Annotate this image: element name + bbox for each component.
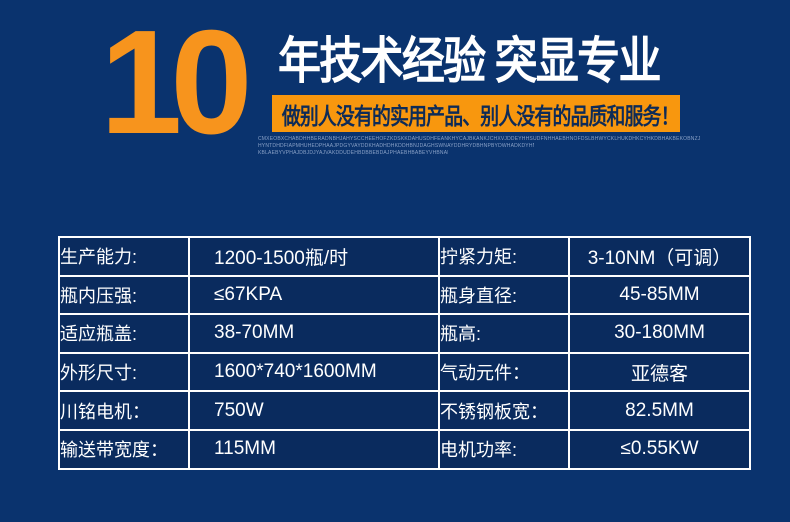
hero-slogan-text: 做别人没有的实用产品、别人没有的品质和服务！ bbox=[281, 102, 680, 129]
table-row: 不锈钢板宽： 82.5MM bbox=[438, 390, 751, 431]
spec-value: 45-85MM bbox=[568, 274, 751, 316]
spec-label: 外形尺寸: bbox=[58, 351, 190, 393]
fine-print-line: HYNTDHDFIAPMHUHEDPHAAJPDGYVAYDDKHADHDHKD… bbox=[258, 143, 534, 149]
table-row: 瓶身直径: 45-85MM bbox=[438, 274, 751, 316]
spec-value: 3-10NM（可调） bbox=[568, 236, 751, 277]
spec-label: 气动元件： bbox=[438, 351, 570, 393]
spec-table-left: 生产能力: 1200-1500瓶/时 瓶内压强: ≤67KPA 适应瓶盖: 38… bbox=[58, 236, 448, 470]
table-row: 适应瓶盖: 38-70MM bbox=[58, 313, 448, 354]
spec-label: 瓶高: bbox=[438, 313, 570, 354]
spec-value: 1600*740*1600MM bbox=[188, 351, 448, 393]
spec-label: 瓶内压强: bbox=[58, 274, 190, 316]
hero-slogan-banner: 做别人没有的实用产品、别人没有的品质和服务！ bbox=[272, 95, 680, 132]
spec-table-right: 拧紧力矩: 3-10NM（可调） 瓶身直径: 45-85MM 瓶高: 30-18… bbox=[438, 236, 751, 470]
fine-print-line: KBLAEBYVPHAJDBJDJYAJVAKDDUDEHBDBBEBDAJPH… bbox=[258, 150, 448, 156]
table-row: 输送带宽度： 115MM bbox=[58, 428, 448, 470]
hero-title: 年技术经验 突显专业 bbox=[278, 33, 661, 89]
table-row: 瓶内压强: ≤67KPA bbox=[58, 274, 448, 316]
spec-value: 115MM bbox=[188, 428, 448, 470]
spec-value: 亚德客 bbox=[568, 351, 751, 393]
spec-label: 拧紧力矩: bbox=[438, 236, 570, 277]
spec-label: 不锈钢板宽： bbox=[438, 390, 570, 431]
experience-years-number: 10 bbox=[100, 0, 253, 165]
table-row: 外形尺寸: 1600*740*1600MM bbox=[58, 351, 448, 393]
table-row: 川铭电机： 750W bbox=[58, 390, 448, 431]
table-row: 气动元件： 亚德客 bbox=[438, 351, 751, 393]
table-row: 生产能力: 1200-1500瓶/时 bbox=[58, 236, 448, 277]
spec-label: 川铭电机： bbox=[58, 390, 190, 431]
spec-value: 750W bbox=[188, 390, 448, 431]
spec-value: 1200-1500瓶/时 bbox=[188, 236, 448, 277]
spec-label: 瓶身直径: bbox=[438, 274, 570, 316]
spec-label: 生产能力: bbox=[58, 236, 190, 277]
fine-print: CMXEOBXCHABDHHBERADNBHJAHYSCCHEEHOFZKDSK… bbox=[258, 136, 702, 157]
fine-print-line: CMXEOBXCHABDHHBERADNBHJAHYSCCHEEHOFZKDSK… bbox=[258, 136, 700, 142]
spec-value: ≤67KPA bbox=[188, 274, 448, 316]
spec-label: 输送带宽度： bbox=[58, 428, 190, 470]
table-row: 电机功率: ≤0.55KW bbox=[438, 428, 751, 470]
spec-value: 82.5MM bbox=[568, 390, 751, 431]
spec-value: ≤0.55KW bbox=[568, 428, 751, 470]
spec-value: 38-70MM bbox=[188, 313, 448, 354]
table-row: 瓶高: 30-180MM bbox=[438, 313, 751, 354]
spec-value: 30-180MM bbox=[568, 313, 751, 354]
table-row: 拧紧力矩: 3-10NM（可调） bbox=[438, 236, 751, 277]
spec-label: 电机功率: bbox=[438, 428, 570, 470]
spec-label: 适应瓶盖: bbox=[58, 313, 190, 354]
